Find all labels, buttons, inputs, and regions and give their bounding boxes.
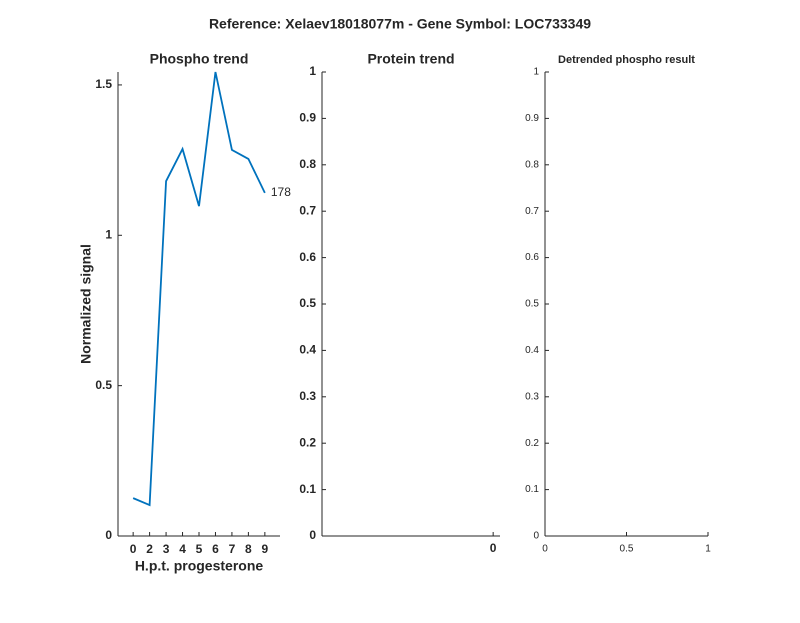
x-tick-label: 0 (542, 544, 548, 555)
y-tick-label: 0.5 (525, 299, 539, 310)
y-tick-label: 0 (533, 531, 539, 542)
y-tick-label: 1 (309, 64, 316, 78)
x-tick-label: 8 (245, 542, 252, 556)
x-tick-label: 3 (163, 542, 170, 556)
y-tick-label: 0.4 (525, 345, 539, 356)
subplot-title: Protein trend (367, 51, 454, 67)
x-tick-label: 4 (179, 542, 186, 556)
y-tick-label: 0.5 (299, 296, 316, 310)
x-tick-label: 2 (146, 542, 153, 556)
y-tick-label: 0.3 (525, 391, 539, 402)
y-tick-label: 0.6 (299, 250, 316, 264)
x-axis-label: H.p.t. progesterone (135, 558, 264, 574)
x-tick-label: 5 (196, 542, 203, 556)
y-tick-label: 0.2 (299, 435, 316, 449)
y-tick-label: 0.8 (525, 159, 539, 170)
y-tick-label: 1 (533, 67, 539, 78)
y-tick-label: 0 (309, 528, 316, 542)
x-tick-label: 7 (229, 542, 236, 556)
subplot-title: Detrended phospho result (558, 54, 695, 66)
y-tick-label: 0.6 (525, 252, 539, 263)
x-tick-label: 6 (212, 542, 219, 556)
y-tick-label: 0.1 (299, 482, 316, 496)
y-tick-label: 0.5 (95, 378, 112, 392)
y-tick-label: 0.8 (299, 157, 316, 171)
y-tick-label: 0.9 (525, 113, 539, 124)
x-tick-label: 0 (490, 541, 497, 555)
x-tick-label: 9 (262, 542, 269, 556)
y-tick-label: 0.2 (525, 438, 539, 449)
y-tick-label: 0.9 (299, 111, 316, 125)
y-tick-label: 1.5 (95, 77, 112, 91)
y-tick-label: 0 (105, 528, 112, 542)
subplot-title: Phospho trend (150, 51, 249, 67)
y-tick-label: 0.7 (299, 203, 316, 217)
y-tick-label: 0.7 (525, 206, 539, 217)
y-tick-label: 0.3 (299, 389, 316, 403)
figure-title: Reference: Xelaev18018077m - Gene Symbol… (209, 16, 591, 32)
series-label: 178 (271, 185, 291, 199)
y-tick-label: 0.1 (525, 484, 539, 495)
x-tick-label: 0.5 (620, 544, 634, 555)
x-tick-label: 1 (705, 544, 711, 555)
x-tick-label: 0 (130, 542, 137, 556)
y-tick-label: 1 (105, 227, 112, 241)
y-tick-label: 0.4 (299, 343, 316, 357)
line-series (132, 71, 266, 507)
y-axis-label: Normalized signal (78, 244, 94, 364)
